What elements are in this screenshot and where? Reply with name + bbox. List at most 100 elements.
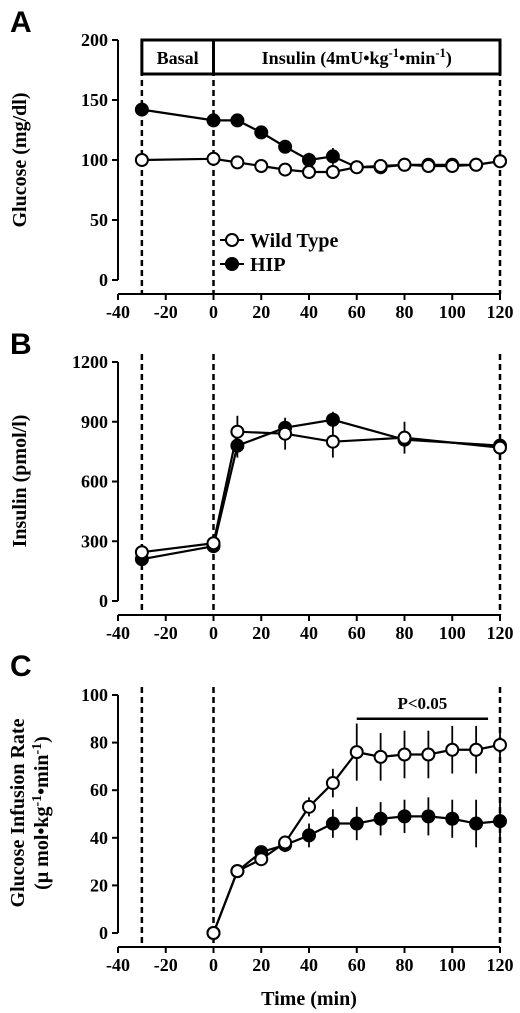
data-point xyxy=(278,426,293,441)
data-point xyxy=(493,154,507,169)
x-tick-label: 100 xyxy=(439,302,466,322)
legend-marker xyxy=(225,257,239,271)
banner-insulin-label: Insulin (4mU•kg-1•min-1) xyxy=(262,46,452,69)
data-point xyxy=(493,440,507,455)
data-point xyxy=(254,852,269,867)
series-wild-type xyxy=(134,151,507,179)
data-point xyxy=(302,828,316,843)
y-tick-label: 0 xyxy=(99,591,108,611)
y-tick-label: 150 xyxy=(81,90,108,110)
data-point xyxy=(373,749,388,764)
data-point xyxy=(230,424,245,439)
data-point xyxy=(493,737,507,752)
data-point xyxy=(230,113,245,128)
data-point xyxy=(254,159,269,173)
x-tick-label: -20 xyxy=(154,302,178,322)
x-tick-label: 100 xyxy=(439,623,466,643)
banner-box xyxy=(140,38,502,76)
y-axis-title-units: (μ mol•kg-1•min-1) xyxy=(30,736,54,890)
x-tick-label: -40 xyxy=(106,302,130,322)
data-point xyxy=(397,157,412,172)
data-point xyxy=(397,809,412,824)
panel-letter: A xyxy=(10,6,32,39)
x-tick-label: 100 xyxy=(439,955,466,975)
panel-a: A -40 -20 0 20 40 60 80 100 120 0 50 100 150 200 Glucos… xyxy=(9,6,514,322)
x-tick-label: 120 xyxy=(487,302,514,322)
panel-c: C -40 -20 0 20 40 60 80 100 120 0 20 40 60 80 100 Glucos… xyxy=(7,650,514,1010)
y-tick-label: 40 xyxy=(90,828,108,848)
data-point xyxy=(302,165,316,179)
data-point xyxy=(469,157,484,172)
series-wild-type xyxy=(134,415,507,560)
panel-b: B-40 -20 0 20 40 60 80 100 12003006009001200Insu… xyxy=(9,328,514,643)
data-point xyxy=(325,149,340,164)
x-tick-label: 60 xyxy=(348,623,366,643)
x-tick-label: -40 xyxy=(106,623,130,643)
y-axis-title: Glucose Infusion Rate xyxy=(7,718,29,907)
series-line xyxy=(141,430,501,554)
x-tick-label: 40 xyxy=(300,623,318,643)
data-point xyxy=(397,747,412,762)
data-point xyxy=(349,816,364,831)
y-tick-label: 80 xyxy=(90,733,108,753)
x-tick-label: 0 xyxy=(209,955,218,975)
data-point xyxy=(445,742,460,757)
data-point xyxy=(206,113,221,128)
data-point xyxy=(349,160,364,175)
data-point xyxy=(469,816,484,831)
data-point xyxy=(134,153,149,167)
y-tick-label: 50 xyxy=(90,210,108,230)
data-point xyxy=(325,434,340,449)
legend-label: Wild Type xyxy=(250,230,338,252)
data-point xyxy=(254,125,269,140)
data-point xyxy=(325,776,340,791)
data-point xyxy=(278,835,293,850)
data-point xyxy=(349,745,364,760)
legend-marker xyxy=(225,233,239,247)
x-tick-label: 120 xyxy=(487,955,514,975)
panel-letter: B xyxy=(10,328,32,361)
x-tick-label: 40 xyxy=(300,955,318,975)
data-point xyxy=(230,155,245,170)
data-point xyxy=(493,814,507,829)
x-tick-label: 80 xyxy=(396,623,414,643)
data-point xyxy=(302,153,316,167)
banner-basal-label: Basal xyxy=(157,48,199,68)
data-point xyxy=(134,102,149,117)
x-tick-label: 40 xyxy=(300,302,318,322)
data-point xyxy=(421,809,436,824)
data-point xyxy=(445,811,460,826)
significance-label: P<0.05 xyxy=(397,694,447,713)
y-tick-label: 300 xyxy=(81,531,108,551)
data-point xyxy=(206,151,221,166)
data-point xyxy=(206,926,221,940)
panel-letter: C xyxy=(10,650,32,683)
data-point xyxy=(397,430,412,445)
data-point xyxy=(373,811,388,826)
series-hip xyxy=(134,411,507,567)
data-point xyxy=(278,139,293,154)
data-point xyxy=(206,536,221,551)
series-wild-type xyxy=(206,723,507,940)
x-tick-label: -20 xyxy=(154,623,178,643)
x-axis-title: Time (min) xyxy=(261,988,357,1010)
x-tick-label: 0 xyxy=(209,623,218,643)
x-tick-label: -40 xyxy=(106,955,130,975)
x-tick-label: 80 xyxy=(396,302,414,322)
y-tick-label: 100 xyxy=(81,150,108,170)
x-tick-label: 20 xyxy=(252,623,270,643)
x-tick-label: 80 xyxy=(396,955,414,975)
data-point xyxy=(325,165,340,179)
x-tick-label: 20 xyxy=(252,955,270,975)
data-point xyxy=(230,864,245,879)
data-point xyxy=(421,747,436,762)
y-tick-label: 200 xyxy=(81,30,108,50)
y-axis-title: Insulin (pmol/l) xyxy=(9,415,31,548)
x-tick-label: 120 xyxy=(487,623,514,643)
y-tick-label: 900 xyxy=(81,412,108,432)
x-tick-label: 0 xyxy=(209,302,218,322)
y-tick-label: 100 xyxy=(81,685,108,705)
legend-label: HIP xyxy=(250,254,286,276)
data-point xyxy=(373,159,388,173)
